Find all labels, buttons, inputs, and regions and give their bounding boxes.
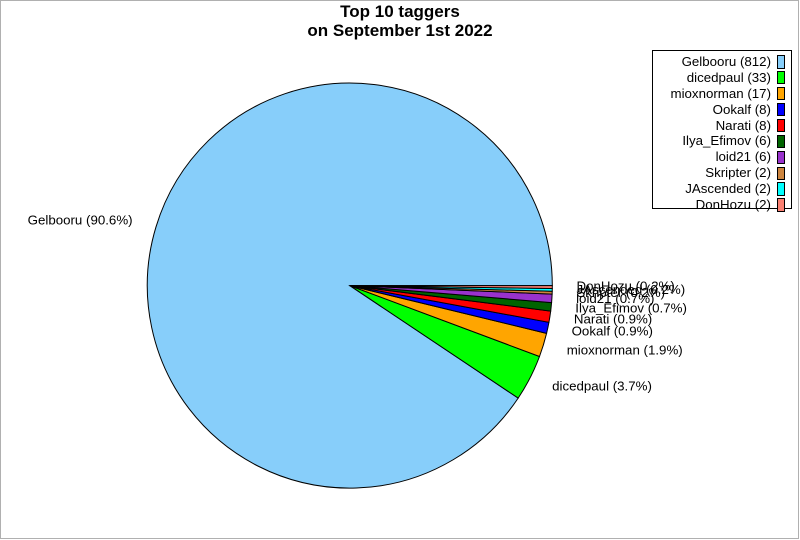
svg-text:mioxnorman (1.9%): mioxnorman (1.9%)	[567, 343, 683, 358]
svg-text:Gelbooru (90.6%): Gelbooru (90.6%)	[28, 212, 133, 227]
svg-text:dicedpaul (3.7%): dicedpaul (3.7%)	[552, 379, 652, 394]
svg-text:DonHozu (0.2%): DonHozu (0.2%)	[577, 279, 675, 294]
